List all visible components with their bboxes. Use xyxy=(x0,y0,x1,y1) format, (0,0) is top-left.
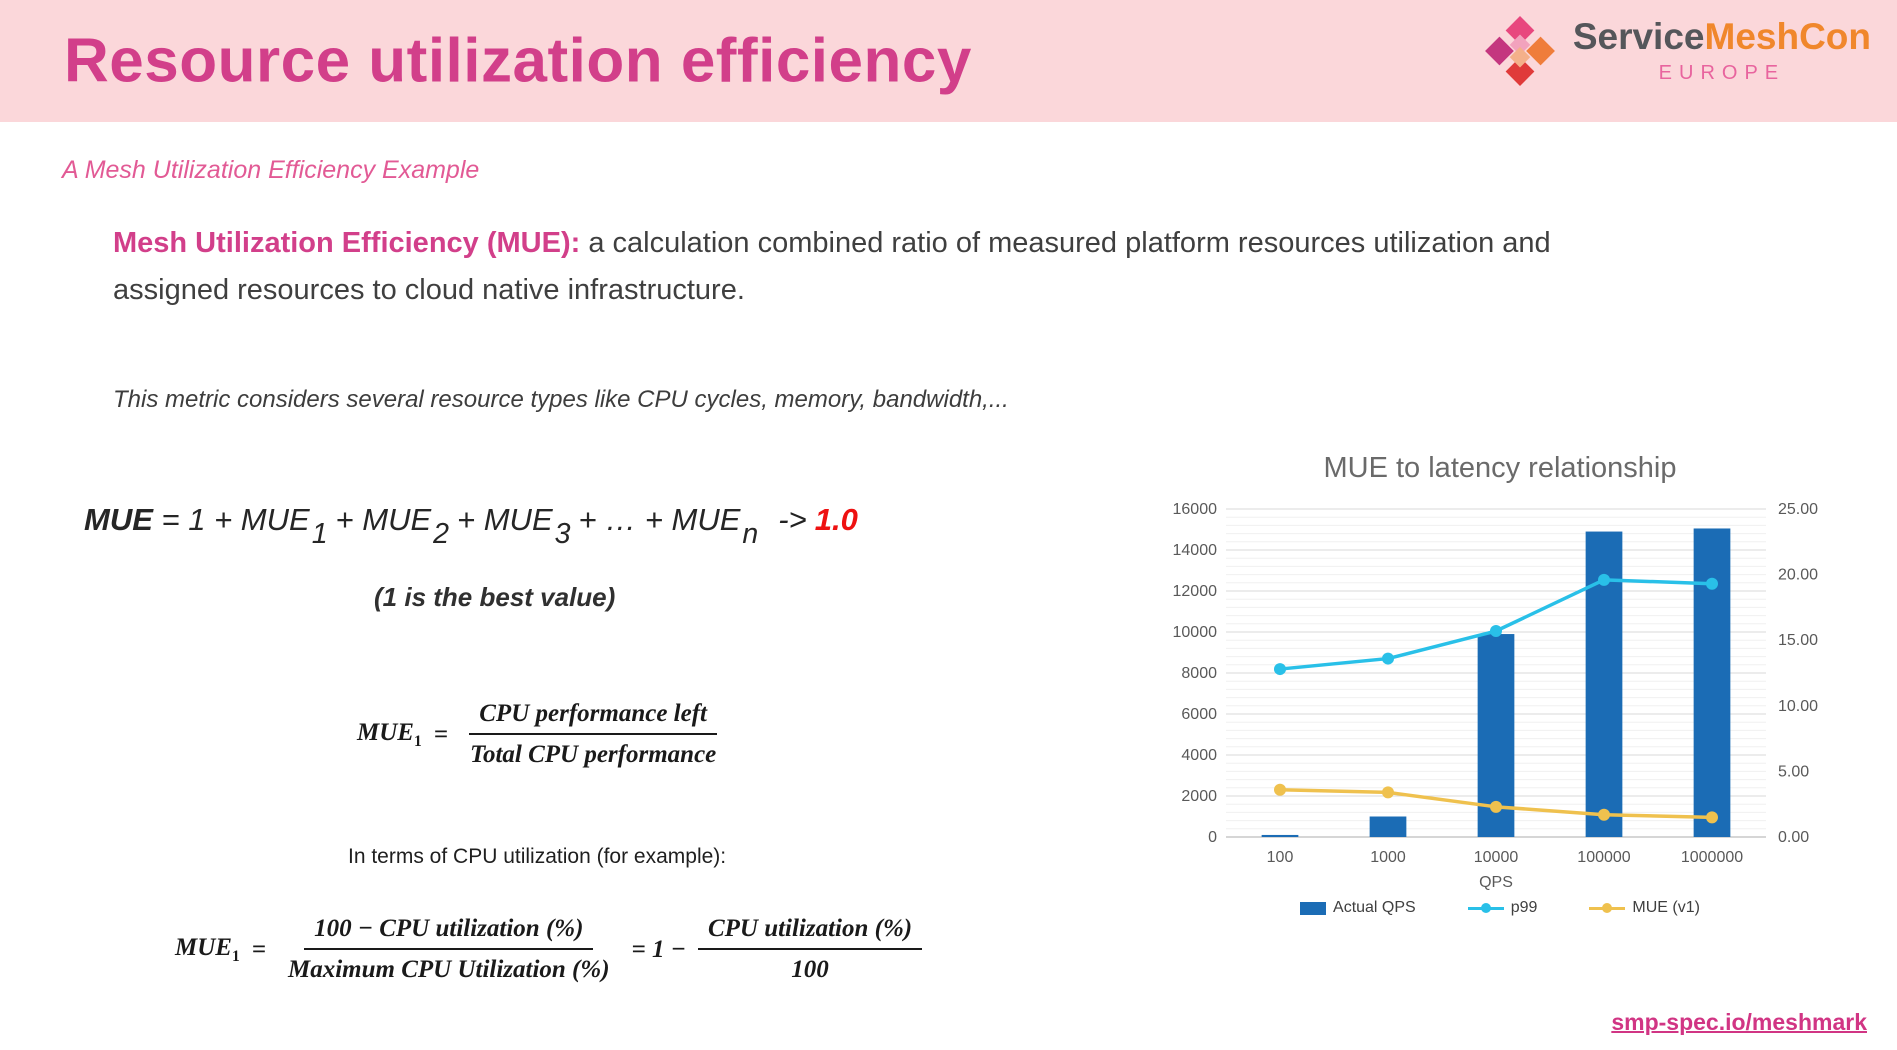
slide-subtitle: A Mesh Utilization Efficiency Example xyxy=(62,156,480,184)
svg-text:12000: 12000 xyxy=(1173,583,1218,600)
fraction: 100 − CPU utilization (%) Maximum CPU Ut… xyxy=(278,915,620,984)
cpu-utilization-note: In terms of CPU utilization (for example… xyxy=(348,845,727,868)
svg-text:2000: 2000 xyxy=(1181,788,1217,805)
header-band: Resource utilization efficiency ServiceM… xyxy=(0,0,1897,122)
mue1-subscript: 1 xyxy=(231,947,240,965)
svg-text:10000: 10000 xyxy=(1173,624,1218,641)
fraction-numerator: CPU utilization (%) xyxy=(697,915,923,950)
fraction-denominator: 100 xyxy=(791,956,829,983)
mue1-base: MUE xyxy=(357,718,414,746)
logo-text: ServiceMeshCon EUROPE xyxy=(1572,16,1872,85)
svg-text:100000: 100000 xyxy=(1577,849,1630,866)
brand-service: Service xyxy=(1572,16,1705,58)
mue-definition-lead: Mesh Utilization Efficiency (MUE): xyxy=(113,227,581,259)
svg-text:0: 0 xyxy=(1208,829,1217,846)
legend-item-p99: p99 xyxy=(1467,899,1538,917)
svg-text:14000: 14000 xyxy=(1173,542,1218,559)
chart-plot-area: 0 2000 4000 6000 8000 10000 12000 14000 16000 0.0… xyxy=(1173,501,1819,891)
legend-label: p99 xyxy=(1510,899,1538,916)
legend-item-actual-qps: Actual QPS xyxy=(1300,899,1416,917)
metric-note: This metric considers several resource t… xyxy=(113,386,1009,413)
brand-wordmark: ServiceMeshCon xyxy=(1572,16,1872,58)
svg-text:10.00: 10.00 xyxy=(1778,698,1818,715)
svg-text:25.00: 25.00 xyxy=(1778,501,1818,518)
formula-mue: MUE xyxy=(84,502,153,537)
svg-text:1000000: 1000000 xyxy=(1681,849,1743,866)
svg-text:100: 100 xyxy=(1267,849,1294,866)
mue1-definition-formula: MUE1 = CPU performance left Total CPU pe… xyxy=(357,700,726,769)
fraction-denominator: Maximum CPU Utilization (%) xyxy=(287,956,610,983)
formula-segment: + … + MUE xyxy=(578,502,741,537)
svg-text:16000: 16000 xyxy=(1173,501,1218,518)
svg-text:5.00: 5.00 xyxy=(1778,763,1809,780)
mue1-cpu-utilization-formula: MUE1 = 100 − CPU utilization (%) Maximum… xyxy=(175,915,923,984)
formula-arrow: -> xyxy=(778,502,807,537)
equals-sign: = xyxy=(433,720,448,748)
legend-label: Actual QPS xyxy=(1333,899,1416,916)
svg-text:20.00: 20.00 xyxy=(1778,567,1818,584)
svg-text:0.00: 0.00 xyxy=(1778,829,1809,846)
equals-one-minus: = 1 − xyxy=(631,935,686,963)
formula-target-value: 1.0 xyxy=(814,502,858,537)
formula-segment: = 1 + MUE xyxy=(152,502,310,537)
mue1-lhs: MUE1 xyxy=(175,934,240,966)
mue1-subscript: 1 xyxy=(413,732,422,750)
svg-text:15.00: 15.00 xyxy=(1778,632,1818,649)
mue1-lhs: MUE1 xyxy=(357,719,422,751)
mue-latency-chart: MUE to latency relationship 0 2000 4000 600… xyxy=(1148,452,1852,917)
formula-subscript-2: 2 xyxy=(433,517,450,550)
meshmark-link[interactable]: smp-spec.io/meshmark xyxy=(1611,1009,1867,1035)
svg-text:10000: 10000 xyxy=(1474,849,1519,866)
svg-text:8000: 8000 xyxy=(1181,665,1217,682)
mue-definition-body: a calculation combined ratio of measured… xyxy=(113,227,1551,306)
legend-line-swatch xyxy=(1589,902,1626,914)
legend-label: MUE (v1) xyxy=(1632,899,1700,916)
pinwheel-logo-icon xyxy=(1484,16,1555,86)
formula-subscript-n: n xyxy=(742,517,759,550)
fraction-numerator: 100 − CPU utilization (%) xyxy=(304,915,594,950)
svg-text:6000: 6000 xyxy=(1181,706,1217,723)
slide-title: Resource utilization efficiency xyxy=(64,26,972,96)
brand-meshcon: MeshCon xyxy=(1704,16,1872,58)
mue-sum-formula: MUE = 1 + MUE1 + MUE2 + MUE3 + … + MUEn -> 1.… xyxy=(84,502,858,550)
legend-item-mue-v1: MUE (v1) xyxy=(1589,899,1700,917)
legend-bar-swatch xyxy=(1300,901,1327,915)
fraction-numerator: CPU performance left xyxy=(469,700,717,735)
servicemeshcon-logo: ServiceMeshCon EUROPE xyxy=(1483,14,1871,88)
formula-segment: + MUE xyxy=(335,502,432,537)
mue-definition-paragraph: Mesh Utilization Efficiency (MUE): a cal… xyxy=(113,220,1653,314)
best-value-note: (1 is the best value) xyxy=(374,582,616,612)
brand-region: EUROPE xyxy=(1658,61,1786,84)
mue1-base: MUE xyxy=(175,933,232,961)
formula-subscript-1: 1 xyxy=(311,517,328,550)
equals-sign: = xyxy=(251,935,266,963)
formula-segment: + MUE xyxy=(457,502,553,537)
legend-line-swatch xyxy=(1467,902,1504,914)
fraction: CPU utilization (%) 100 xyxy=(697,915,923,984)
svg-text:QPS: QPS xyxy=(1479,874,1513,891)
formula-subscript-3: 3 xyxy=(554,517,571,550)
chart-title: MUE to latency relationship xyxy=(1323,452,1677,484)
svg-text:1000: 1000 xyxy=(1370,849,1406,866)
fraction: CPU performance left Total CPU performan… xyxy=(460,700,726,769)
fraction-denominator: Total CPU performance xyxy=(469,741,717,768)
svg-text:4000: 4000 xyxy=(1181,747,1217,764)
chart-legend: Actual QPS p99 MUE (v1) xyxy=(1148,899,1852,917)
